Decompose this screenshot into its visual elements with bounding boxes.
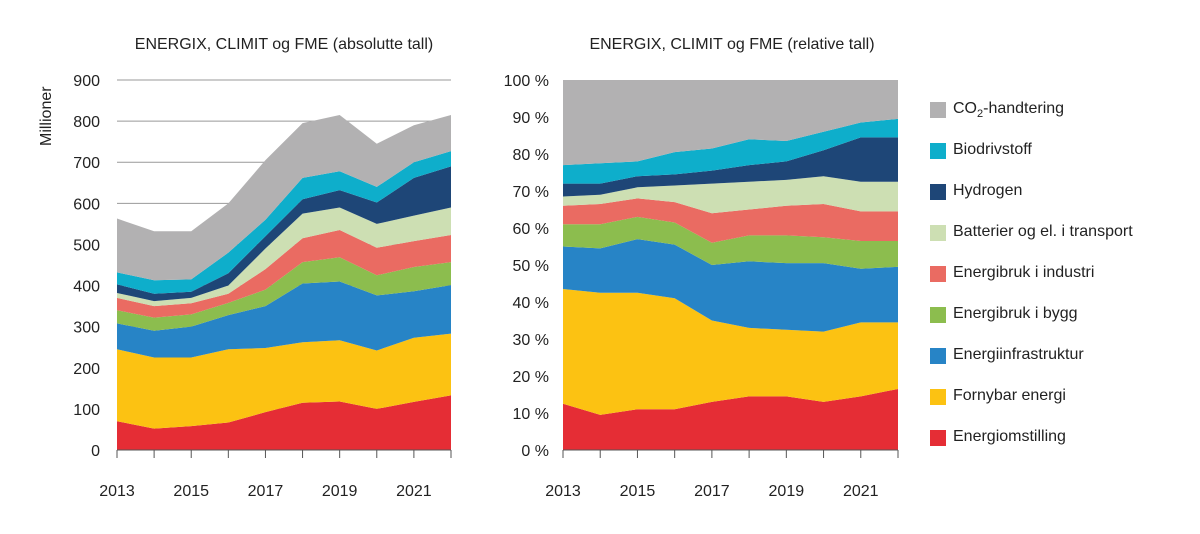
legend-item-industri: Energibruk i industri	[930, 264, 1190, 284]
legend-label: Energiinfrastruktur	[953, 346, 1084, 363]
area-energibruk-i-bygg	[117, 257, 451, 331]
legend-swatch	[930, 430, 946, 446]
y-tick-label: 600	[73, 196, 100, 213]
legend-item-energiomstilling: Energiomstilling	[930, 428, 1190, 448]
right-chart-title: ENERGIX, CLIMIT og FME (relative tall)	[589, 36, 875, 53]
x-tick-label: 2015	[173, 483, 209, 500]
area-energiomstilling	[563, 388, 898, 450]
x-tick-label: 2013	[545, 483, 581, 500]
x-tick-label: 2017	[694, 483, 730, 500]
area-batterier-og-el-i-transport	[117, 207, 451, 307]
legend-swatch	[930, 348, 946, 364]
y-tick-label: 100	[73, 402, 100, 419]
area-co2-handtering	[117, 114, 451, 281]
legend-swatch	[930, 307, 946, 323]
legend-swatch	[930, 143, 946, 159]
y-tick-label: 700	[73, 155, 100, 172]
area-batterier-og-el-i-transport	[563, 176, 898, 214]
legend-item-bygg: Energibruk i bygg	[930, 305, 1190, 325]
area-biodrivstoff	[117, 151, 451, 294]
legend-item-hydrogen: Hydrogen	[930, 182, 1190, 202]
y-tick-label: 50 %	[513, 258, 549, 275]
area-co2-handtering	[563, 80, 898, 166]
legend-label: Hydrogen	[953, 182, 1023, 199]
legend-item-biodrivstoff: Biodrivstoff	[930, 141, 1190, 161]
y-tick-label: 60 %	[513, 221, 549, 238]
area-energibruk-i-industri	[563, 198, 898, 243]
x-tick-label: 2015	[620, 483, 656, 500]
y-tick-label: 30 %	[513, 332, 549, 349]
x-tick-label: 2019	[322, 483, 358, 500]
y-tick-label: 500	[73, 237, 100, 254]
area-hydrogen	[563, 137, 898, 197]
legend-swatch	[930, 389, 946, 405]
legend-label: Energiomstilling	[953, 428, 1066, 445]
y-tick-label: 80 %	[513, 147, 549, 164]
legend-swatch	[930, 184, 946, 200]
x-tick-label: 2021	[843, 483, 879, 500]
y-tick-label: 0 %	[521, 443, 549, 460]
y-tick-label: 300	[73, 320, 100, 337]
y-tick-label: 100 %	[504, 73, 549, 90]
area-hydrogen	[117, 166, 451, 302]
legend-label: Energibruk i bygg	[953, 305, 1078, 322]
legend-label: Fornybar energi	[953, 387, 1066, 404]
legend-label: Energibruk i industri	[953, 264, 1095, 281]
legend-label: Batterier og el. i transport	[953, 223, 1133, 240]
y-tick-label: 0	[91, 443, 100, 460]
legend-label: CO2-handtering	[953, 100, 1065, 121]
legend-swatch	[930, 102, 946, 118]
area-fornybar-energi	[563, 289, 898, 415]
x-tick-label: 2013	[99, 483, 135, 500]
area-energiomstilling	[117, 395, 451, 450]
legend-item-infrastruktur: Energiinfrastruktur	[930, 346, 1190, 366]
legend-item-batterier: Batterier og el. i transport	[930, 223, 1190, 243]
y-axis-label: Millioner	[38, 86, 55, 146]
legend-swatch	[930, 266, 946, 282]
y-tick-label: 40 %	[513, 295, 549, 312]
legend-item-co2: CO2-handtering	[930, 100, 1190, 120]
area-energibruk-i-industri	[117, 230, 451, 318]
area-biodrivstoff	[563, 118, 898, 184]
legend-label: Biodrivstoff	[953, 141, 1032, 158]
y-tick-label: 400	[73, 279, 100, 296]
y-tick-label: 90 %	[513, 110, 549, 127]
legend-swatch	[930, 225, 946, 241]
y-tick-label: 900	[73, 73, 100, 90]
area-energibruk-i-bygg	[563, 216, 898, 269]
x-tick-label: 2021	[396, 483, 432, 500]
area-fornybar-energi	[117, 333, 451, 429]
y-tick-label: 200	[73, 361, 100, 378]
left-chart-title: ENERGIX, CLIMIT og FME (absolutte tall)	[134, 36, 434, 53]
legend-item-fornybar: Fornybar energi	[930, 387, 1190, 407]
area-energiinfrastruktur	[563, 239, 898, 332]
y-tick-label: 10 %	[513, 406, 549, 423]
x-tick-label: 2017	[248, 483, 284, 500]
x-tick-label: 2019	[769, 483, 805, 500]
y-tick-label: 800	[73, 114, 100, 131]
y-tick-label: 70 %	[513, 184, 549, 201]
area-energiinfrastruktur	[117, 281, 451, 358]
y-tick-label: 20 %	[513, 369, 549, 386]
